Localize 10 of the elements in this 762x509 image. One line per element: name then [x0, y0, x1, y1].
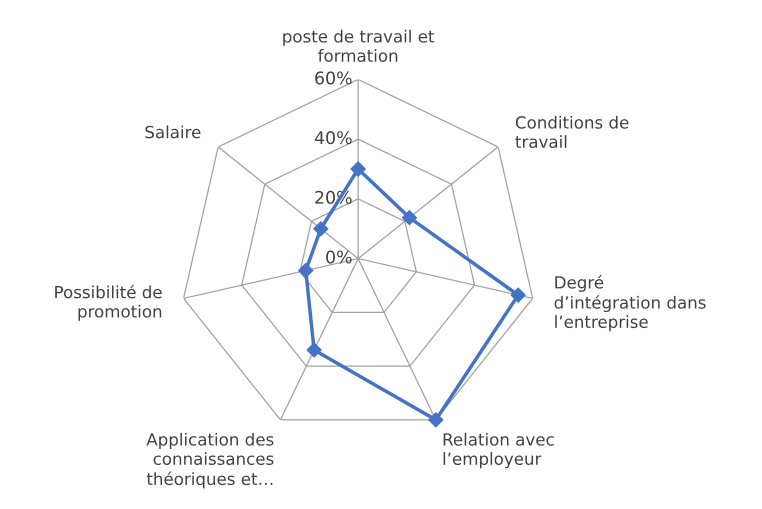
- spoke-label: Application des connaissances théoriques et…: [146, 432, 274, 488]
- spoke-label: Salaire: [145, 125, 200, 138]
- spoke-label: Relation avec l’employeur: [444, 432, 554, 468]
- spoke-label: Conditions de travail: [515, 116, 628, 148]
- y-tick-label: 60%: [315, 71, 352, 85]
- spoke-label: Possibilité de promotion: [55, 284, 162, 321]
- y-tick-label: 0%: [326, 250, 352, 264]
- spoke-label: Degré d’intégration dans l’entreprise: [554, 275, 706, 332]
- y-tick-label: 40%: [314, 131, 352, 144]
- spoke-label: poste de travail et formation: [283, 30, 434, 62]
